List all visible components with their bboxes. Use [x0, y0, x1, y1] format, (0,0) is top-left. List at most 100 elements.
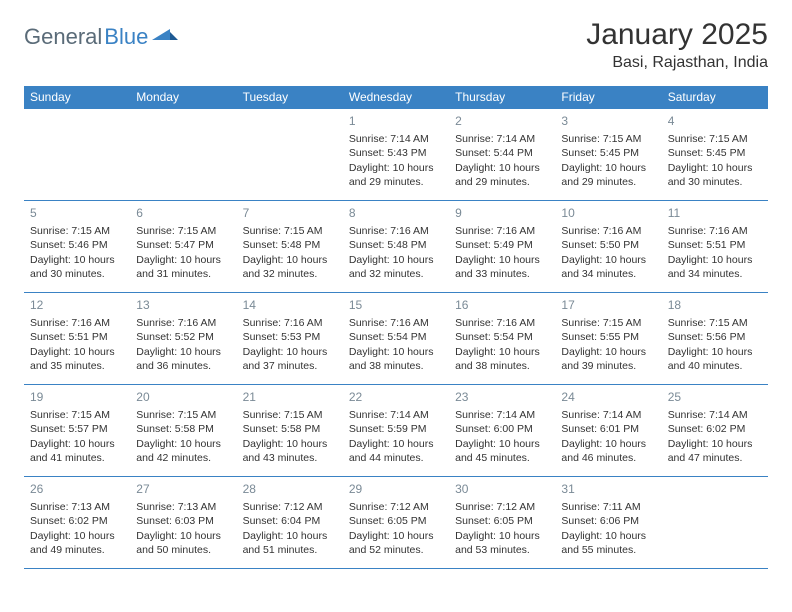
daylight-line: Daylight: 10 hours and 39 minutes.	[561, 345, 655, 373]
calendar-day-cell: 1Sunrise: 7:14 AMSunset: 5:43 PMDaylight…	[343, 109, 449, 201]
sunset-line: Sunset: 5:54 PM	[455, 330, 549, 344]
sunset-line: Sunset: 5:52 PM	[136, 330, 230, 344]
sunrise-line: Sunrise: 7:14 AM	[455, 132, 549, 146]
sunset-line: Sunset: 5:50 PM	[561, 238, 655, 252]
daylight-line: Daylight: 10 hours and 37 minutes.	[243, 345, 337, 373]
calendar-day-cell: 19Sunrise: 7:15 AMSunset: 5:57 PMDayligh…	[24, 385, 130, 477]
calendar-day-cell: 28Sunrise: 7:12 AMSunset: 6:04 PMDayligh…	[237, 477, 343, 569]
daylight-line: Daylight: 10 hours and 35 minutes.	[30, 345, 124, 373]
day-number: 15	[349, 297, 443, 313]
page-header: General Blue January 2025 Basi, Rajastha…	[0, 0, 792, 80]
sunset-line: Sunset: 5:59 PM	[349, 422, 443, 436]
calendar-day-cell: 11Sunrise: 7:16 AMSunset: 5:51 PMDayligh…	[662, 201, 768, 293]
sunrise-line: Sunrise: 7:14 AM	[668, 408, 762, 422]
sunset-line: Sunset: 5:58 PM	[243, 422, 337, 436]
daylight-line: Daylight: 10 hours and 45 minutes.	[455, 437, 549, 465]
daylight-line: Daylight: 10 hours and 55 minutes.	[561, 529, 655, 557]
day-number: 17	[561, 297, 655, 313]
day-number: 13	[136, 297, 230, 313]
calendar-day-cell: 9Sunrise: 7:16 AMSunset: 5:49 PMDaylight…	[449, 201, 555, 293]
daylight-line: Daylight: 10 hours and 43 minutes.	[243, 437, 337, 465]
weekday-header: Saturday	[662, 86, 768, 109]
daylight-line: Daylight: 10 hours and 38 minutes.	[349, 345, 443, 373]
day-number: 24	[561, 389, 655, 405]
daylight-line: Daylight: 10 hours and 47 minutes.	[668, 437, 762, 465]
sunrise-line: Sunrise: 7:15 AM	[243, 224, 337, 238]
day-number: 23	[455, 389, 549, 405]
day-number: 19	[30, 389, 124, 405]
sunrise-line: Sunrise: 7:16 AM	[243, 316, 337, 330]
day-number: 11	[668, 205, 762, 221]
sunset-line: Sunset: 6:02 PM	[668, 422, 762, 436]
day-number: 31	[561, 481, 655, 497]
sunrise-line: Sunrise: 7:13 AM	[136, 500, 230, 514]
calendar-week-row: 5Sunrise: 7:15 AMSunset: 5:46 PMDaylight…	[24, 201, 768, 293]
weekday-header: Thursday	[449, 86, 555, 109]
calendar-day-cell: 16Sunrise: 7:16 AMSunset: 5:54 PMDayligh…	[449, 293, 555, 385]
sunset-line: Sunset: 5:51 PM	[668, 238, 762, 252]
sunset-line: Sunset: 5:48 PM	[349, 238, 443, 252]
sunrise-line: Sunrise: 7:14 AM	[349, 408, 443, 422]
calendar-day-cell: 3Sunrise: 7:15 AMSunset: 5:45 PMDaylight…	[555, 109, 661, 201]
sunset-line: Sunset: 5:43 PM	[349, 146, 443, 160]
sunrise-line: Sunrise: 7:16 AM	[349, 316, 443, 330]
calendar-day-cell: 26Sunrise: 7:13 AMSunset: 6:02 PMDayligh…	[24, 477, 130, 569]
sunrise-line: Sunrise: 7:16 AM	[136, 316, 230, 330]
day-number: 4	[668, 113, 762, 129]
calendar-week-row: 12Sunrise: 7:16 AMSunset: 5:51 PMDayligh…	[24, 293, 768, 385]
sunset-line: Sunset: 5:47 PM	[136, 238, 230, 252]
daylight-line: Daylight: 10 hours and 30 minutes.	[668, 161, 762, 189]
day-number: 29	[349, 481, 443, 497]
weekday-header: Wednesday	[343, 86, 449, 109]
day-number: 9	[455, 205, 549, 221]
sunrise-line: Sunrise: 7:12 AM	[455, 500, 549, 514]
sunset-line: Sunset: 5:44 PM	[455, 146, 549, 160]
daylight-line: Daylight: 10 hours and 30 minutes.	[30, 253, 124, 281]
calendar-day-cell	[662, 477, 768, 569]
sunset-line: Sunset: 5:46 PM	[30, 238, 124, 252]
daylight-line: Daylight: 10 hours and 34 minutes.	[668, 253, 762, 281]
sunrise-line: Sunrise: 7:15 AM	[136, 224, 230, 238]
daylight-line: Daylight: 10 hours and 53 minutes.	[455, 529, 549, 557]
brand-text-general: General	[24, 24, 102, 50]
sunrise-line: Sunrise: 7:14 AM	[349, 132, 443, 146]
sunrise-line: Sunrise: 7:16 AM	[455, 316, 549, 330]
sunset-line: Sunset: 5:57 PM	[30, 422, 124, 436]
sunset-line: Sunset: 5:48 PM	[243, 238, 337, 252]
sunset-line: Sunset: 6:05 PM	[349, 514, 443, 528]
daylight-line: Daylight: 10 hours and 32 minutes.	[243, 253, 337, 281]
day-number: 5	[30, 205, 124, 221]
sunrise-line: Sunrise: 7:12 AM	[349, 500, 443, 514]
day-number: 26	[30, 481, 124, 497]
day-number: 16	[455, 297, 549, 313]
sunset-line: Sunset: 5:54 PM	[349, 330, 443, 344]
calendar-day-cell: 20Sunrise: 7:15 AMSunset: 5:58 PMDayligh…	[130, 385, 236, 477]
calendar-day-cell: 18Sunrise: 7:15 AMSunset: 5:56 PMDayligh…	[662, 293, 768, 385]
calendar-day-cell: 8Sunrise: 7:16 AMSunset: 5:48 PMDaylight…	[343, 201, 449, 293]
calendar-day-cell: 14Sunrise: 7:16 AMSunset: 5:53 PMDayligh…	[237, 293, 343, 385]
calendar-day-cell: 24Sunrise: 7:14 AMSunset: 6:01 PMDayligh…	[555, 385, 661, 477]
calendar-day-cell: 10Sunrise: 7:16 AMSunset: 5:50 PMDayligh…	[555, 201, 661, 293]
calendar-body: 1Sunrise: 7:14 AMSunset: 5:43 PMDaylight…	[24, 109, 768, 569]
day-number: 14	[243, 297, 337, 313]
daylight-line: Daylight: 10 hours and 51 minutes.	[243, 529, 337, 557]
daylight-line: Daylight: 10 hours and 32 minutes.	[349, 253, 443, 281]
calendar-day-cell: 13Sunrise: 7:16 AMSunset: 5:52 PMDayligh…	[130, 293, 236, 385]
daylight-line: Daylight: 10 hours and 33 minutes.	[455, 253, 549, 281]
sunset-line: Sunset: 6:05 PM	[455, 514, 549, 528]
calendar-weekday-header: SundayMondayTuesdayWednesdayThursdayFrid…	[24, 86, 768, 109]
day-number: 30	[455, 481, 549, 497]
sunrise-line: Sunrise: 7:14 AM	[561, 408, 655, 422]
sunrise-line: Sunrise: 7:15 AM	[243, 408, 337, 422]
day-number: 8	[349, 205, 443, 221]
sunrise-line: Sunrise: 7:16 AM	[561, 224, 655, 238]
brand-logo: General Blue	[24, 18, 178, 50]
day-number: 21	[243, 389, 337, 405]
brand-mark-icon	[152, 26, 178, 49]
calendar-day-cell: 31Sunrise: 7:11 AMSunset: 6:06 PMDayligh…	[555, 477, 661, 569]
calendar-day-cell: 6Sunrise: 7:15 AMSunset: 5:47 PMDaylight…	[130, 201, 236, 293]
calendar-day-cell	[24, 109, 130, 201]
sunrise-line: Sunrise: 7:15 AM	[30, 408, 124, 422]
day-number: 7	[243, 205, 337, 221]
sunrise-line: Sunrise: 7:16 AM	[30, 316, 124, 330]
